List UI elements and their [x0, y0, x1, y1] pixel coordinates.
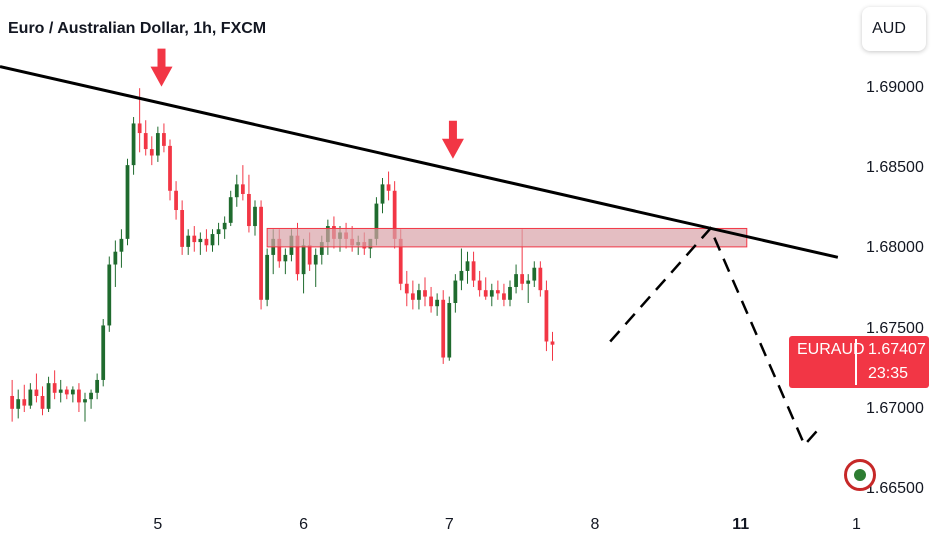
- price-tag-separator: [855, 339, 857, 385]
- candle: [502, 283, 506, 307]
- candle: [447, 296, 452, 361]
- candle: [465, 251, 470, 284]
- price-tick-label: 1.66500: [866, 479, 924, 497]
- candle: [70, 386, 75, 403]
- candle: [259, 200, 263, 310]
- candle: [240, 165, 245, 201]
- arrow-down-icon: [150, 48, 173, 87]
- candle: [550, 331, 555, 361]
- time-tick-label: 6: [299, 516, 309, 533]
- candle: [34, 373, 39, 403]
- time-tick-label: 5: [153, 516, 163, 533]
- candle: [216, 222, 221, 246]
- candle: [95, 373, 100, 400]
- candle: [10, 379, 15, 422]
- candle: [477, 270, 482, 297]
- candle: [435, 293, 440, 316]
- candle: [508, 280, 512, 307]
- candle: [46, 376, 51, 413]
- logo-icon[interactable]: [844, 459, 876, 491]
- candle: [192, 226, 197, 252]
- candle: [119, 229, 124, 268]
- price-tick-label: 1.67500: [866, 319, 924, 337]
- candle: [77, 383, 81, 413]
- time-tick-label: 8: [590, 516, 600, 533]
- candle: [301, 238, 306, 294]
- drawing-overlays: [0, 48, 839, 448]
- candle: [313, 248, 318, 287]
- last-price-value: 1.67407: [868, 341, 926, 358]
- candle: [489, 283, 494, 307]
- candle: [28, 383, 33, 409]
- time-tick-label: 11: [732, 516, 750, 533]
- candle: [204, 229, 209, 252]
- price-tick-label: 1.68000: [866, 239, 924, 257]
- candle: [210, 229, 215, 252]
- candle: [222, 216, 227, 239]
- candle: [514, 264, 518, 294]
- candle: [125, 158, 130, 246]
- candle: [107, 256, 112, 332]
- candle: [538, 261, 543, 297]
- bar-countdown: 23:35: [868, 365, 909, 382]
- resistance-zone[interactable]: [266, 227, 748, 248]
- candle: [40, 386, 45, 416]
- candle: [131, 117, 136, 175]
- chart-title: Euro / Australian Dollar, 1h, FXCM: [8, 20, 267, 37]
- candle: [234, 174, 239, 207]
- candle: [89, 389, 93, 409]
- symbol-label: EURAUD: [797, 341, 865, 358]
- candle: [483, 277, 488, 300]
- candle: [471, 251, 476, 287]
- price-tick-label: 1.68500: [866, 159, 924, 177]
- candles-group: [10, 88, 555, 422]
- candle: [143, 120, 148, 156]
- candle: [52, 370, 57, 400]
- last-price-tag: EURAUD 1.67407 23:35: [789, 336, 929, 388]
- candle: [64, 386, 69, 400]
- candle: [113, 240, 118, 287]
- candle: [410, 280, 415, 310]
- candle: [386, 171, 391, 201]
- time-tick-label: 7: [444, 516, 454, 533]
- candle: [283, 248, 288, 275]
- candle: [253, 200, 257, 236]
- candle: [423, 277, 427, 307]
- candle: [101, 319, 106, 387]
- candle: [417, 283, 421, 310]
- candle: [180, 200, 185, 255]
- candle: [265, 248, 270, 307]
- candle: [544, 280, 549, 352]
- candle: [16, 389, 21, 419]
- candle: [453, 274, 458, 313]
- candle: [380, 177, 385, 214]
- candle: [83, 392, 87, 422]
- candle: [149, 136, 154, 166]
- time-tick-label: 1: [852, 516, 861, 533]
- projected-path[interactable]: [609, 226, 821, 448]
- arrow-down-icon: [441, 120, 464, 159]
- currency-button[interactable]: AUD: [862, 7, 926, 51]
- trendline[interactable]: [0, 65, 839, 259]
- candle: [495, 280, 500, 300]
- candle: [526, 274, 531, 303]
- price-tick-label: 1.69000: [866, 79, 924, 97]
- price-tick-label: 1.67000: [866, 399, 924, 417]
- candle: [155, 126, 160, 162]
- candle: [459, 248, 464, 291]
- candle: [441, 290, 446, 364]
- candle: [58, 379, 63, 403]
- candle: [198, 232, 203, 255]
- candle: [22, 384, 27, 413]
- candle: [429, 286, 433, 313]
- candle: [162, 123, 166, 153]
- candle: [247, 174, 251, 233]
- candle: [186, 229, 191, 255]
- candle: [174, 181, 178, 220]
- candle: [404, 270, 409, 307]
- candle: [532, 261, 537, 287]
- candle: [228, 190, 233, 227]
- candle: [168, 139, 172, 201]
